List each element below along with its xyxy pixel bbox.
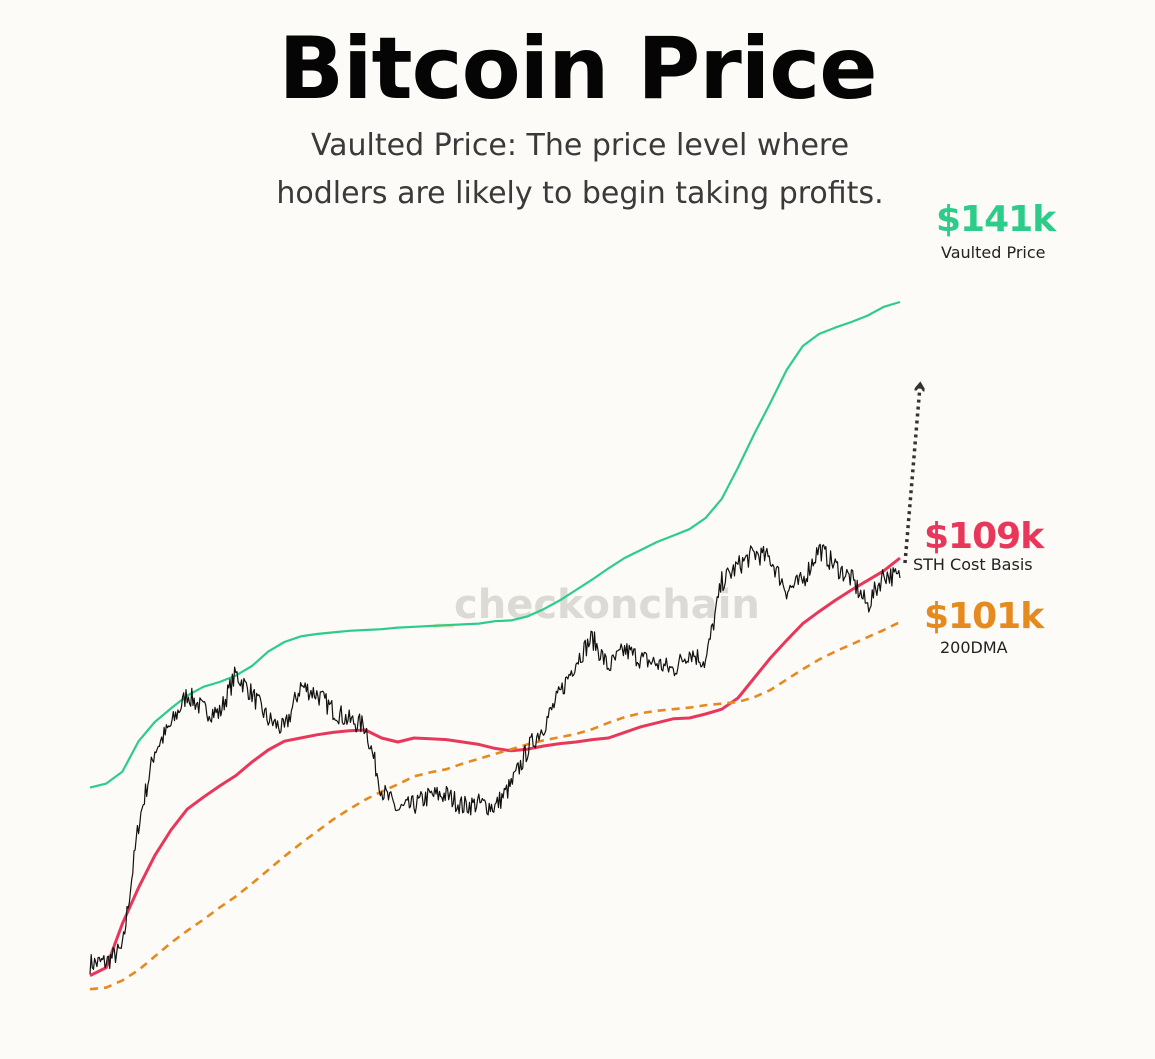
vaulted-price-name-label: Vaulted Price [941, 243, 1046, 262]
sth-cost-basis-name-label: STH Cost Basis [913, 555, 1033, 574]
series-layer [89, 300, 920, 991]
200dma-name-label: 200DMA [940, 638, 1008, 657]
chart-subtitle: Vaulted Price: The price level where hod… [220, 122, 940, 218]
projection-arrow-icon [903, 386, 920, 564]
vaulted-price-value-label: $141k [936, 199, 1056, 240]
price-line [89, 543, 901, 975]
200dma-value-label: $101k [924, 596, 1044, 637]
chart-title: Bitcoin Price [278, 19, 877, 119]
sth-cost-basis-value-label: $109k [924, 516, 1044, 557]
watermark-underscore: _ [434, 582, 454, 628]
subtitle-line-2: hodlers are likely to begin taking profi… [276, 176, 884, 211]
vaulted-price-line [89, 300, 901, 789]
subtitle-line-1: Vaulted Price: The price level where [310, 128, 850, 163]
sth-cost-basis-line [89, 556, 901, 977]
